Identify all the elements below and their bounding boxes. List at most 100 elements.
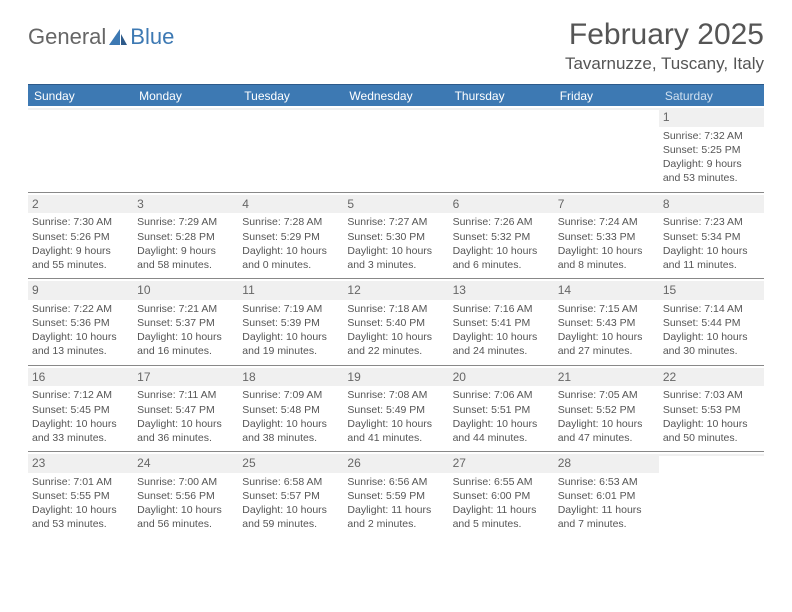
daylight-text: Daylight: 11 hours and 7 minutes.	[558, 503, 655, 531]
sunrise-text: Sunrise: 6:58 AM	[242, 475, 339, 489]
day-number: 27	[453, 456, 466, 470]
day-number-row: 15	[659, 281, 764, 300]
day-number: 22	[663, 370, 676, 384]
sunset-text: Sunset: 5:55 PM	[32, 489, 129, 503]
day-cell	[554, 106, 659, 192]
day-number-row: 21	[554, 368, 659, 387]
day-number-row: 18	[238, 368, 343, 387]
day-cell: 8Sunrise: 7:23 AMSunset: 5:34 PMDaylight…	[659, 193, 764, 279]
day-number: 20	[453, 370, 466, 384]
sunset-text: Sunset: 5:52 PM	[558, 403, 655, 417]
day-number-row: 11	[238, 281, 343, 300]
sunrise-text: Sunrise: 7:11 AM	[137, 388, 234, 402]
week-row: 16Sunrise: 7:12 AMSunset: 5:45 PMDayligh…	[28, 365, 764, 452]
logo-text-general: General	[28, 24, 106, 50]
daylight-text: Daylight: 10 hours and 47 minutes.	[558, 417, 655, 445]
sunset-text: Sunset: 5:30 PM	[347, 230, 444, 244]
header: General Blue February 2025 Tavarnuzze, T…	[28, 18, 764, 74]
sunrise-text: Sunrise: 7:00 AM	[137, 475, 234, 489]
day-number-row: 2	[28, 195, 133, 214]
sunset-text: Sunset: 5:48 PM	[242, 403, 339, 417]
day-number-row: 1	[659, 108, 764, 127]
day-cell: 19Sunrise: 7:08 AMSunset: 5:49 PMDayligh…	[343, 366, 448, 452]
day-number: 25	[242, 456, 255, 470]
day-number: 26	[347, 456, 360, 470]
day-cell: 10Sunrise: 7:21 AMSunset: 5:37 PMDayligh…	[133, 279, 238, 365]
day-cell: 20Sunrise: 7:06 AMSunset: 5:51 PMDayligh…	[449, 366, 554, 452]
day-number: 14	[558, 283, 571, 297]
sunrise-text: Sunrise: 7:23 AM	[663, 215, 760, 229]
day-number-row: 26	[343, 454, 448, 473]
day-number-row: 28	[554, 454, 659, 473]
day-number-row: 9	[28, 281, 133, 300]
day-number: 9	[32, 283, 39, 297]
day-cell: 4Sunrise: 7:28 AMSunset: 5:29 PMDaylight…	[238, 193, 343, 279]
daylight-text: Daylight: 10 hours and 27 minutes.	[558, 330, 655, 358]
day-cell	[449, 106, 554, 192]
day-number-row: 7	[554, 195, 659, 214]
week-row: 1Sunrise: 7:32 AMSunset: 5:25 PMDaylight…	[28, 106, 764, 192]
daylight-text: Daylight: 9 hours and 55 minutes.	[32, 244, 129, 272]
day-number: 1	[663, 110, 670, 124]
daylight-text: Daylight: 10 hours and 13 minutes.	[32, 330, 129, 358]
day-number: 15	[663, 283, 676, 297]
sunrise-text: Sunrise: 7:18 AM	[347, 302, 444, 316]
day-cell: 11 Sunrise: 7:19 AMSunset: 5:39 PMDayligh…	[238, 279, 343, 365]
daylight-text: Daylight: 10 hours and 50 minutes.	[663, 417, 760, 445]
sunset-text: Sunset: 5:33 PM	[558, 230, 655, 244]
sunset-text: Sunset: 5:45 PM	[32, 403, 129, 417]
day-header-sunday: Sunday	[28, 89, 133, 103]
day-number-row: 6	[449, 195, 554, 214]
daylight-text: Daylight: 11 hours and 2 minutes.	[347, 503, 444, 531]
day-cell: 23Sunrise: 7:01 AMSunset: 5:55 PMDayligh…	[28, 452, 133, 538]
daylight-text: Daylight: 10 hours and 36 minutes.	[137, 417, 234, 445]
daylight-text: Daylight: 10 hours and 30 minutes.	[663, 330, 760, 358]
day-number-row	[238, 108, 343, 110]
location: Tavarnuzze, Tuscany, Italy	[565, 54, 764, 74]
logo-text-blue: Blue	[130, 24, 174, 50]
day-cell: 15Sunrise: 7:14 AMSunset: 5:44 PMDayligh…	[659, 279, 764, 365]
week-row: 9Sunrise: 7:22 AMSunset: 5:36 PMDaylight…	[28, 278, 764, 365]
sunrise-text: Sunrise: 7:24 AM	[558, 215, 655, 229]
sunset-text: Sunset: 5:53 PM	[663, 403, 760, 417]
sunset-text: Sunset: 5:40 PM	[347, 316, 444, 330]
sunset-text: Sunset: 5:36 PM	[32, 316, 129, 330]
day-cell: 7Sunrise: 7:24 AMSunset: 5:33 PMDaylight…	[554, 193, 659, 279]
day-number-row: 17	[133, 368, 238, 387]
sunset-text: Sunset: 5:39 PM	[242, 316, 339, 330]
day-cell: 3Sunrise: 7:29 AMSunset: 5:28 PMDaylight…	[133, 193, 238, 279]
sunrise-text: Sunrise: 7:16 AM	[453, 302, 550, 316]
day-number: 24	[137, 456, 150, 470]
day-number-row: 12	[343, 281, 448, 300]
day-header-thursday: Thursday	[449, 89, 554, 103]
sunrise-text: Sunrise: 7:06 AM	[453, 388, 550, 402]
day-header-saturday: Saturday	[659, 89, 764, 103]
daylight-text: Daylight: 10 hours and 33 minutes.	[32, 417, 129, 445]
sunset-text: Sunset: 5:47 PM	[137, 403, 234, 417]
sunset-text: Sunset: 6:01 PM	[558, 489, 655, 503]
sunrise-text: Sunrise: 7:19 AM	[242, 302, 339, 316]
day-number-row	[554, 108, 659, 110]
day-number: 13	[453, 283, 466, 297]
daylight-text: Daylight: 10 hours and 19 minutes.	[242, 330, 339, 358]
day-number-row	[28, 108, 133, 110]
sunrise-text: Sunrise: 7:21 AM	[137, 302, 234, 316]
day-number: 8	[663, 197, 670, 211]
day-number: 21	[558, 370, 571, 384]
day-cell: 6Sunrise: 7:26 AMSunset: 5:32 PMDaylight…	[449, 193, 554, 279]
day-number: 19	[347, 370, 360, 384]
day-cell: 5Sunrise: 7:27 AMSunset: 5:30 PMDaylight…	[343, 193, 448, 279]
day-cell	[133, 106, 238, 192]
sunrise-text: Sunrise: 7:14 AM	[663, 302, 760, 316]
sunset-text: Sunset: 5:25 PM	[663, 143, 760, 157]
daylight-text: Daylight: 10 hours and 3 minutes.	[347, 244, 444, 272]
day-number: 7	[558, 197, 565, 211]
day-number-row: 8	[659, 195, 764, 214]
daylight-text: Daylight: 10 hours and 38 minutes.	[242, 417, 339, 445]
sunrise-text: Sunrise: 7:08 AM	[347, 388, 444, 402]
day-cell: 2Sunrise: 7:30 AMSunset: 5:26 PMDaylight…	[28, 193, 133, 279]
day-number-row: 5	[343, 195, 448, 214]
sunset-text: Sunset: 5:51 PM	[453, 403, 550, 417]
sunset-text: Sunset: 5:41 PM	[453, 316, 550, 330]
day-header-monday: Monday	[133, 89, 238, 103]
